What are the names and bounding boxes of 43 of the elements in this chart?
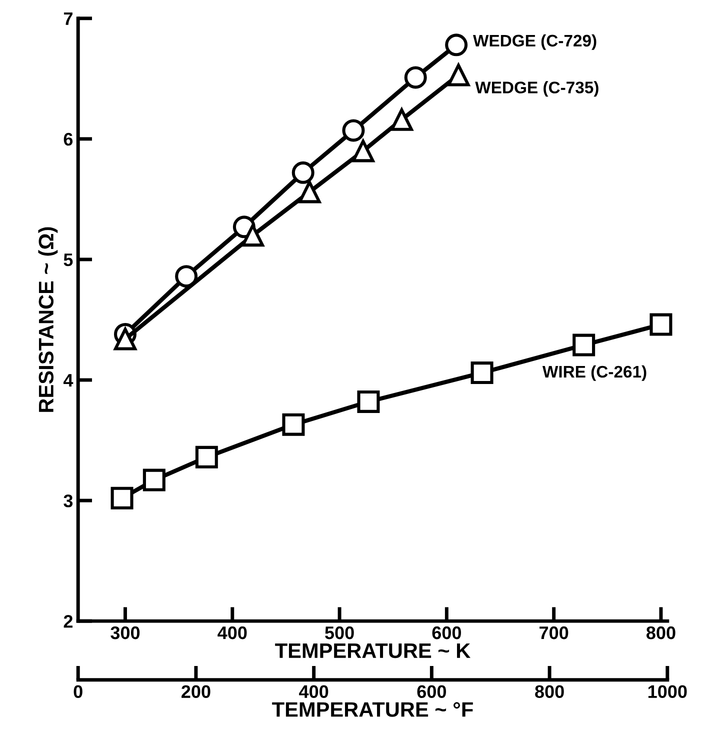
x2-axis-title: TEMPERATURE ~ °F [272, 702, 473, 717]
point [445, 34, 468, 56]
x2-tick-label: 200 [182, 685, 210, 698]
point [404, 66, 427, 89]
point [292, 161, 314, 184]
point [241, 224, 264, 247]
x2-tick-label: 400 [299, 685, 328, 698]
point [114, 328, 136, 350]
point [110, 486, 134, 510]
x-tick-label: 600 [432, 626, 462, 640]
x-tick-label: 800 [646, 626, 676, 640]
x2-tick-label: 0 [74, 685, 82, 698]
point [390, 108, 413, 131]
x-tick-label: 700 [540, 626, 568, 640]
point [195, 446, 218, 468]
series-label: WEDGE (C-735) [475, 81, 598, 97]
x-tick-label: 400 [218, 626, 247, 640]
y-tick-label: 4 [63, 374, 74, 387]
x2-tick-label: 1000 [648, 685, 687, 698]
series-label: WIRE (C-261) [542, 365, 646, 381]
point [142, 468, 166, 492]
point [175, 265, 198, 288]
y-tick-label: 5 [64, 254, 73, 266]
x2-tick-label: 600 [417, 685, 446, 698]
point [282, 413, 305, 436]
x-tick-label: 300 [110, 626, 140, 640]
point [470, 362, 494, 384]
y-axis-title: RESISTANCE ~ (Ω) [38, 227, 58, 412]
point [447, 64, 470, 86]
x-tick-label: 500 [325, 626, 354, 640]
point [342, 119, 365, 142]
y-tick-label: 7 [64, 12, 72, 25]
y-tick-label: 6 [64, 132, 73, 146]
x-axis-title: TEMPERATURE ~ K [275, 644, 470, 658]
y-tick-label: 3 [64, 494, 73, 508]
series-label: WEDGE (C-729) [473, 34, 596, 50]
x2-tick-label: 800 [535, 685, 564, 698]
point [572, 334, 596, 356]
point [352, 140, 374, 162]
point [298, 180, 321, 204]
point [650, 313, 672, 336]
point [357, 390, 380, 413]
y-tick-label: 2 [64, 615, 73, 628]
